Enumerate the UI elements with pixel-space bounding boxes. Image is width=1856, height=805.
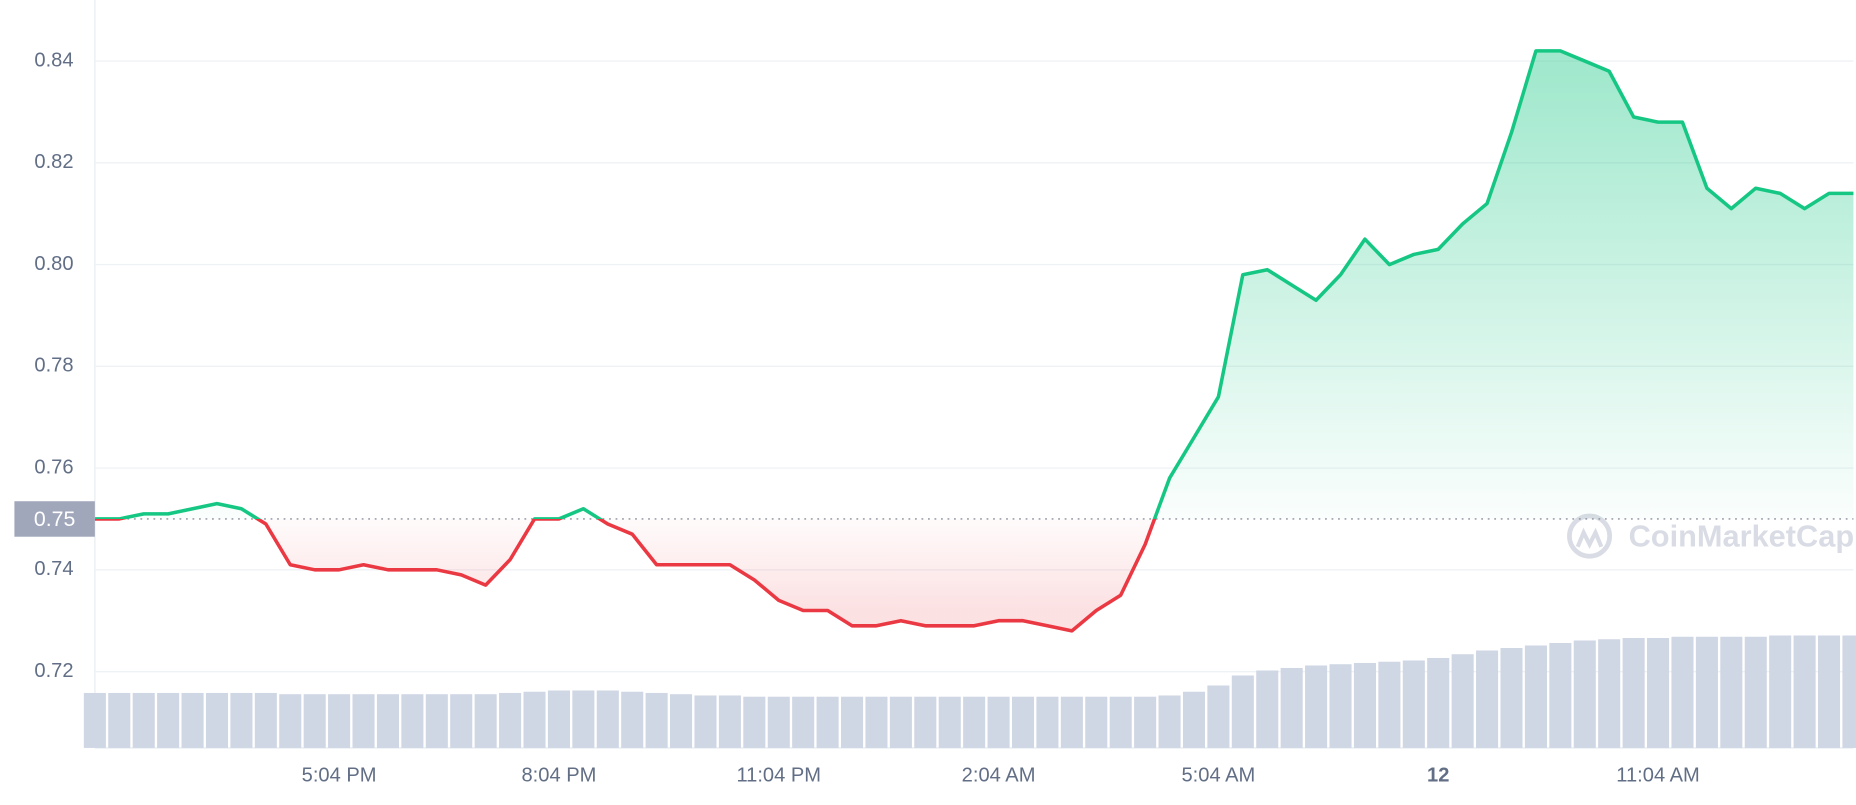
volume-bar bbox=[1182, 691, 1206, 748]
volume-bar bbox=[1305, 665, 1328, 748]
x-tick-label: 5:04 AM bbox=[1182, 765, 1256, 787]
price-area bbox=[94, 50, 1854, 631]
volume-bar bbox=[132, 692, 155, 748]
volume-bar bbox=[621, 691, 644, 748]
volume-bar bbox=[1817, 635, 1841, 748]
volume-bar bbox=[352, 694, 375, 748]
volume-bar bbox=[987, 696, 1010, 748]
volume-bar bbox=[1207, 685, 1230, 748]
x-tick-label: 8:04 PM bbox=[521, 765, 596, 787]
volume-bar bbox=[645, 692, 668, 748]
volume-bar bbox=[694, 695, 717, 748]
volume-bar bbox=[865, 696, 888, 748]
volume-bar bbox=[1378, 661, 1401, 748]
volume-bar bbox=[792, 696, 815, 748]
y-tick-label: 0.84 bbox=[34, 49, 73, 71]
y-tick-label: 0.78 bbox=[34, 355, 73, 377]
x-tick-label: 2:04 AM bbox=[962, 765, 1036, 787]
volume-bar bbox=[1231, 675, 1254, 748]
x-tick-label: 12 bbox=[1427, 765, 1449, 787]
volume-bar bbox=[1353, 662, 1376, 748]
volume-bar bbox=[1476, 650, 1499, 748]
volume-bar bbox=[743, 696, 766, 748]
volume-bar bbox=[963, 696, 986, 748]
volume-bar bbox=[1060, 696, 1083, 748]
volume-bar bbox=[1622, 638, 1645, 748]
volume-bar bbox=[718, 695, 741, 748]
reference-badge bbox=[14, 501, 95, 537]
volume-bar bbox=[938, 696, 961, 748]
volume-bar bbox=[596, 690, 619, 748]
y-tick-label: 0.74 bbox=[34, 558, 73, 580]
volume-bar bbox=[1134, 696, 1157, 748]
volume-bar bbox=[1598, 639, 1621, 748]
x-tick-label: 5:04 PM bbox=[302, 765, 377, 787]
x-tick-label: 11:04 AM bbox=[1616, 765, 1699, 787]
reference-label: 0.75 bbox=[34, 507, 75, 531]
volume-bar bbox=[108, 692, 131, 748]
volume-bar bbox=[1720, 636, 1743, 748]
volume-bar bbox=[670, 694, 693, 748]
watermark: CoinMarketCap bbox=[1567, 513, 1855, 559]
volume-bar bbox=[1549, 642, 1572, 748]
volume-bar bbox=[1647, 638, 1670, 748]
y-tick-label: 0.82 bbox=[34, 151, 73, 173]
volume-bar bbox=[1695, 636, 1718, 748]
volume-bar bbox=[767, 696, 790, 748]
volume-bar bbox=[1109, 696, 1132, 748]
volume-bar bbox=[1158, 695, 1181, 748]
watermark-logo-mark bbox=[1575, 527, 1604, 550]
volume-bar bbox=[1280, 667, 1303, 748]
volume-bar bbox=[1769, 635, 1792, 748]
volume-bar bbox=[816, 696, 839, 748]
volume-bar bbox=[1573, 640, 1596, 748]
volume-bar bbox=[1793, 635, 1816, 748]
volume-bar bbox=[303, 694, 326, 748]
volume-bar bbox=[376, 694, 399, 748]
volume-bar bbox=[157, 692, 180, 748]
y-tick-label: 0.72 bbox=[34, 660, 73, 682]
volume-bar bbox=[1011, 696, 1035, 748]
volume-bar bbox=[279, 694, 302, 748]
x-tick-label: 11:04 PM bbox=[736, 765, 821, 787]
volume-bar bbox=[1500, 647, 1523, 748]
y-tick-label: 0.80 bbox=[34, 253, 73, 275]
volume-bar bbox=[450, 694, 473, 748]
volume-bar bbox=[523, 691, 546, 748]
watermark-logo bbox=[1567, 513, 1613, 559]
volume-bar bbox=[1256, 670, 1279, 748]
volume-bar bbox=[914, 696, 937, 748]
volume-bar bbox=[425, 694, 448, 748]
volume-bar bbox=[1671, 636, 1694, 748]
volume-bar bbox=[1842, 635, 1856, 748]
volume-bar bbox=[499, 692, 522, 748]
volume-bar bbox=[889, 696, 912, 748]
volume-bar bbox=[205, 692, 229, 748]
volume-bar bbox=[1451, 654, 1474, 748]
volume-bar bbox=[230, 692, 253, 748]
volume-bar bbox=[181, 692, 204, 748]
watermark-text: CoinMarketCap bbox=[1629, 519, 1855, 554]
price-line bbox=[94, 49, 1854, 633]
volume-bar bbox=[1402, 660, 1425, 748]
volume-bar bbox=[1744, 636, 1767, 748]
volume-bar bbox=[1036, 696, 1059, 748]
volume-bar bbox=[83, 692, 106, 748]
volume-bar bbox=[254, 692, 277, 748]
y-tick-label: 0.76 bbox=[34, 456, 73, 478]
volume-bar bbox=[1085, 696, 1108, 748]
volume-bar bbox=[474, 694, 497, 748]
volume-bar bbox=[841, 696, 864, 748]
volume-bar bbox=[1524, 645, 1547, 748]
volume-bar bbox=[572, 690, 595, 748]
volume-bar bbox=[547, 690, 570, 748]
volume-bar bbox=[1329, 664, 1352, 748]
volume-bar bbox=[1427, 657, 1450, 748]
volume-bar bbox=[328, 694, 351, 748]
volume-bar bbox=[401, 694, 424, 748]
